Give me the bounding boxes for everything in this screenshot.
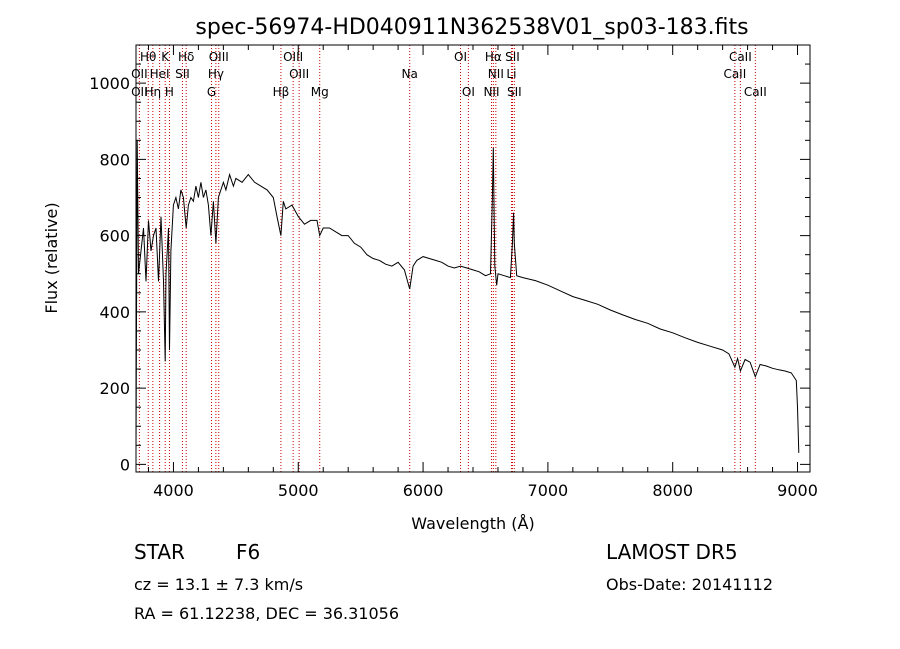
spectral-subclass: F6 bbox=[236, 540, 260, 564]
spectral-line-label: CaII bbox=[723, 67, 746, 81]
x-axis-label: Wavelength (Å) bbox=[411, 514, 534, 533]
y-axis-label: Flux (relative) bbox=[42, 202, 61, 313]
spectral-line-label: HeI bbox=[150, 67, 170, 81]
observation-date: Obs-Date: 20141112 bbox=[606, 575, 773, 594]
spectral-line-label: K bbox=[161, 50, 170, 64]
spectral-line-label: Hη bbox=[145, 85, 162, 99]
spectral-line-label: Hα bbox=[485, 50, 502, 64]
chart-title: spec-56974-HD040911N362538V01_sp03-183.f… bbox=[195, 15, 748, 40]
y-tick-label: 600 bbox=[99, 227, 130, 246]
spectral-line-label: Na bbox=[402, 67, 418, 81]
x-tick-label: 9000 bbox=[777, 481, 818, 500]
x-tick-label: 6000 bbox=[403, 481, 444, 500]
y-tick-label: 400 bbox=[99, 303, 130, 322]
y-axis-ticks: 0 200 400 600 800 1000 bbox=[89, 63, 810, 474]
spectrum-line bbox=[135, 140, 800, 453]
spectral-line-label: Hθ bbox=[140, 50, 156, 64]
spectral-line-label: Hβ bbox=[273, 85, 290, 99]
y-tick-label: 0 bbox=[120, 455, 130, 474]
x-tick-label: 7000 bbox=[528, 481, 569, 500]
spectral-line-label: OIII bbox=[209, 50, 229, 64]
spectral-line-label: Li bbox=[506, 67, 516, 81]
x-axis-ticks: 4000 5000 6000 7000 8000 9000 bbox=[147, 45, 818, 500]
y-tick-label: 1000 bbox=[89, 74, 130, 93]
spectral-line-label: Hγ bbox=[208, 67, 224, 81]
spectral-line-label: NII bbox=[483, 85, 499, 99]
object-class: STAR bbox=[134, 540, 185, 564]
spectral-line-label: OII bbox=[131, 85, 148, 99]
spectral-line-label: OIII bbox=[289, 67, 309, 81]
spectral-line-label: OII bbox=[131, 67, 148, 81]
spectral-line-label: SII bbox=[505, 50, 520, 64]
x-tick-label: 8000 bbox=[652, 481, 693, 500]
survey-name: LAMOST DR5 bbox=[606, 540, 738, 564]
spectral-line-label: G bbox=[207, 85, 216, 99]
spectral-line-label: SII bbox=[507, 85, 522, 99]
spectral-line-label: OI bbox=[454, 50, 467, 64]
spectral-line-markers bbox=[138, 45, 756, 472]
coordinates: RA = 61.12238, DEC = 36.31056 bbox=[134, 604, 399, 623]
spectral-line-label: Hδ bbox=[178, 50, 194, 64]
spectral-line-label: Mg bbox=[311, 85, 329, 99]
x-tick-label: 5000 bbox=[278, 481, 319, 500]
spectral-line-label: OI bbox=[462, 85, 475, 99]
y-tick-label: 800 bbox=[99, 150, 130, 169]
spectral-line-label: H bbox=[165, 85, 174, 99]
plot-frame bbox=[135, 44, 811, 473]
spectral-line-label: NII bbox=[488, 67, 504, 81]
y-tick-label: 200 bbox=[99, 379, 130, 398]
redshift-velocity: cz = 13.1 ± 7.3 km/s bbox=[134, 575, 303, 594]
spectral-line-label: CaII bbox=[744, 85, 767, 99]
spectral-line-label: SII bbox=[175, 67, 190, 81]
spectral-line-label: OIII bbox=[283, 50, 303, 64]
spectral-line-label: CaII bbox=[729, 50, 752, 64]
x-tick-label: 4000 bbox=[153, 481, 194, 500]
